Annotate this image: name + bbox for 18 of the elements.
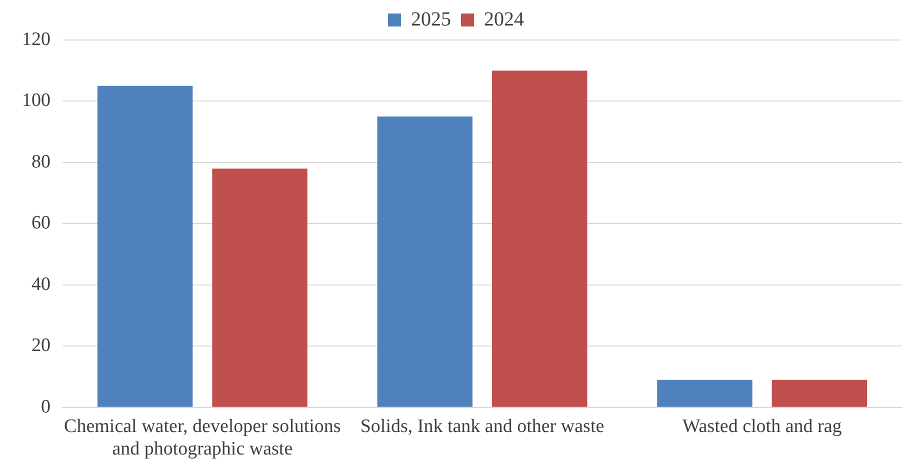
bar [377,116,472,407]
y-tick-label: 80 [32,151,50,172]
bar [212,168,308,407]
bar [97,86,193,407]
legend-label: 2025 [411,8,451,30]
y-tick-label: 40 [32,274,50,295]
bar [492,70,588,407]
bar [772,380,868,407]
x-tick-label: Wasted cloth and rag [682,416,842,437]
x-tick-label: Chemical water, developer solutions and photographic waste [64,416,341,460]
y-tick-label: 20 [32,335,50,356]
y-tick-label: 0 [41,396,50,418]
legend-label: 2024 [484,8,524,30]
bar [657,380,752,407]
y-tick-label: 120 [22,28,50,50]
y-tick-label: 100 [22,90,50,112]
y-tick-label: 60 [32,212,50,234]
x-tick-label: Solids, Ink tank and other waste [360,416,604,437]
